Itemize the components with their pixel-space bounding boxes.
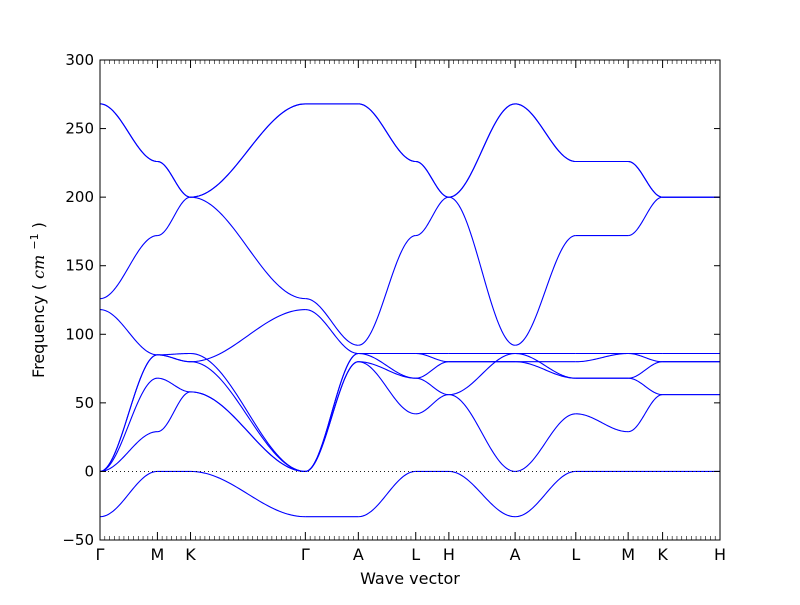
x-tick-label: Γ bbox=[96, 545, 105, 564]
x-tick-label: H bbox=[714, 545, 726, 564]
band-line-7-5 bbox=[515, 361, 576, 379]
y-tick-label: 150 bbox=[65, 257, 94, 275]
band-line-5-5 bbox=[415, 361, 449, 379]
y-tick-label: 300 bbox=[65, 51, 94, 69]
y-axis-label: Frequency ( cm −1 ) bbox=[23, 222, 48, 378]
band-line-5-2 bbox=[415, 377, 449, 396]
band-line-9-1 bbox=[628, 394, 663, 433]
band-line-1-2 bbox=[157, 377, 191, 393]
band-line-3-5 bbox=[305, 309, 359, 355]
band-line-3-4 bbox=[305, 352, 359, 472]
band-line-2-2 bbox=[190, 391, 306, 472]
x-tick-label: M bbox=[151, 545, 165, 564]
x-tick-label: A bbox=[510, 545, 521, 564]
band-line-0-6 bbox=[99, 234, 158, 300]
band-line-2-6 bbox=[190, 196, 306, 300]
band-line-0-8 bbox=[99, 103, 158, 163]
band-line-4-0 bbox=[358, 470, 416, 518]
x-tick-label: L bbox=[411, 545, 420, 564]
band-line-2-4 bbox=[190, 361, 306, 472]
band-line-1-6 bbox=[157, 196, 191, 237]
band-line-4-1 bbox=[358, 361, 416, 415]
band-line-9-8 bbox=[628, 160, 663, 198]
band-line-7-6 bbox=[515, 234, 576, 346]
band-line-6-0 bbox=[448, 470, 516, 518]
plot-frame bbox=[99, 59, 721, 541]
band-line-0-2 bbox=[99, 377, 158, 472]
x-tick-label: L bbox=[571, 545, 580, 564]
band-line-6-2 bbox=[448, 352, 516, 396]
y-axis-label-text: Frequency bbox=[29, 295, 48, 378]
band-line-0-1 bbox=[99, 431, 158, 472]
band-line-9-5 bbox=[628, 361, 663, 379]
phonon-bands bbox=[99, 103, 720, 518]
band-line-4-5 bbox=[358, 352, 416, 379]
band-line-2-3 bbox=[190, 352, 306, 472]
band-line-0-0 bbox=[99, 470, 158, 518]
band-line-3-2 bbox=[305, 361, 359, 472]
x-axis-label: Wave vector bbox=[360, 569, 460, 588]
band-line-9-6 bbox=[628, 196, 663, 237]
band-line-7-1 bbox=[515, 413, 576, 472]
band-line-1-8 bbox=[157, 160, 191, 198]
y-tick-label: −50 bbox=[62, 531, 94, 549]
y-axis-label-close-paren: ) bbox=[29, 222, 48, 228]
axis-ticks: −50 0 50 100 150 200 250 300 Γ M K Γ A L H A L M K H bbox=[62, 51, 726, 564]
band-line-4-6 bbox=[358, 234, 416, 346]
band-line-4-8 bbox=[358, 103, 416, 163]
band-line-2-5 bbox=[190, 309, 306, 363]
band-line-1-3 bbox=[157, 352, 191, 356]
y-axis-label-open-paren: ( bbox=[29, 284, 48, 290]
y-tick-label: 250 bbox=[65, 120, 94, 138]
y-axis-label-unit-exponent: −1 bbox=[28, 233, 41, 249]
band-line-5-6 bbox=[415, 196, 449, 237]
x-tick-label: A bbox=[353, 545, 364, 564]
band-line-2-0 bbox=[190, 470, 306, 518]
band-line-7-0 bbox=[515, 470, 576, 518]
band-line-1-1 bbox=[157, 391, 191, 433]
band-line-7-2 bbox=[515, 352, 576, 379]
x-tick-label: K bbox=[657, 545, 668, 564]
band-line-7-8 bbox=[515, 103, 576, 163]
x-tick-label: Γ bbox=[301, 545, 310, 564]
y-axis-label-unit: cm bbox=[29, 255, 48, 279]
y-tick-label: 0 bbox=[84, 462, 94, 480]
band-line-8-1 bbox=[575, 413, 629, 433]
y-tick-label: 50 bbox=[75, 394, 94, 412]
band-line-8-4 bbox=[575, 352, 629, 363]
band-line-3-6 bbox=[305, 298, 359, 346]
band-line-1-5 bbox=[157, 354, 191, 363]
x-tick-label: M bbox=[621, 545, 635, 564]
band-line-6-7 bbox=[448, 196, 516, 346]
band-line-5-4 bbox=[415, 352, 449, 363]
x-tick-label: H bbox=[443, 545, 455, 564]
band-line-9-2 bbox=[628, 377, 663, 396]
band-line-9-4 bbox=[628, 352, 663, 363]
band-line-6-1 bbox=[448, 394, 516, 472]
band-line-6-8 bbox=[448, 103, 516, 198]
x-tick-label: K bbox=[185, 545, 196, 564]
band-line-0-5 bbox=[99, 309, 158, 356]
band-line-0-4 bbox=[99, 354, 158, 472]
band-line-2-8 bbox=[190, 103, 306, 198]
y-tick-label: 100 bbox=[65, 325, 94, 343]
y-tick-label: 200 bbox=[65, 188, 94, 206]
band-line-5-1 bbox=[415, 394, 449, 415]
band-line-5-8 bbox=[415, 160, 449, 198]
